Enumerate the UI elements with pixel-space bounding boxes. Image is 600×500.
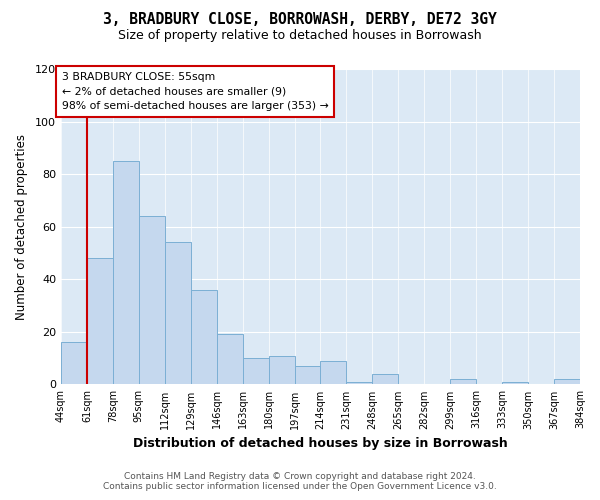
Text: 3, BRADBURY CLOSE, BORROWASH, DERBY, DE72 3GY: 3, BRADBURY CLOSE, BORROWASH, DERBY, DE7… [103, 12, 497, 28]
Text: Contains public sector information licensed under the Open Government Licence v3: Contains public sector information licen… [103, 482, 497, 491]
Bar [554, 379, 580, 384]
Bar [346, 382, 373, 384]
Bar [61, 342, 87, 384]
Bar [373, 374, 398, 384]
Bar [242, 358, 269, 384]
Bar [87, 258, 113, 384]
Text: 3 BRADBURY CLOSE: 55sqm
← 2% of detached houses are smaller (9)
98% of semi-deta: 3 BRADBURY CLOSE: 55sqm ← 2% of detached… [62, 72, 328, 111]
Text: Size of property relative to detached houses in Borrowash: Size of property relative to detached ho… [118, 29, 482, 42]
Bar [191, 290, 217, 384]
Bar [320, 361, 346, 384]
Bar [113, 161, 139, 384]
Bar [450, 379, 476, 384]
Bar [295, 366, 320, 384]
X-axis label: Distribution of detached houses by size in Borrowash: Distribution of detached houses by size … [133, 437, 508, 450]
Bar [165, 242, 191, 384]
Bar [139, 216, 165, 384]
Text: Contains HM Land Registry data © Crown copyright and database right 2024.: Contains HM Land Registry data © Crown c… [124, 472, 476, 481]
Y-axis label: Number of detached properties: Number of detached properties [15, 134, 28, 320]
Bar [217, 334, 242, 384]
Bar [502, 382, 528, 384]
Bar [269, 356, 295, 384]
